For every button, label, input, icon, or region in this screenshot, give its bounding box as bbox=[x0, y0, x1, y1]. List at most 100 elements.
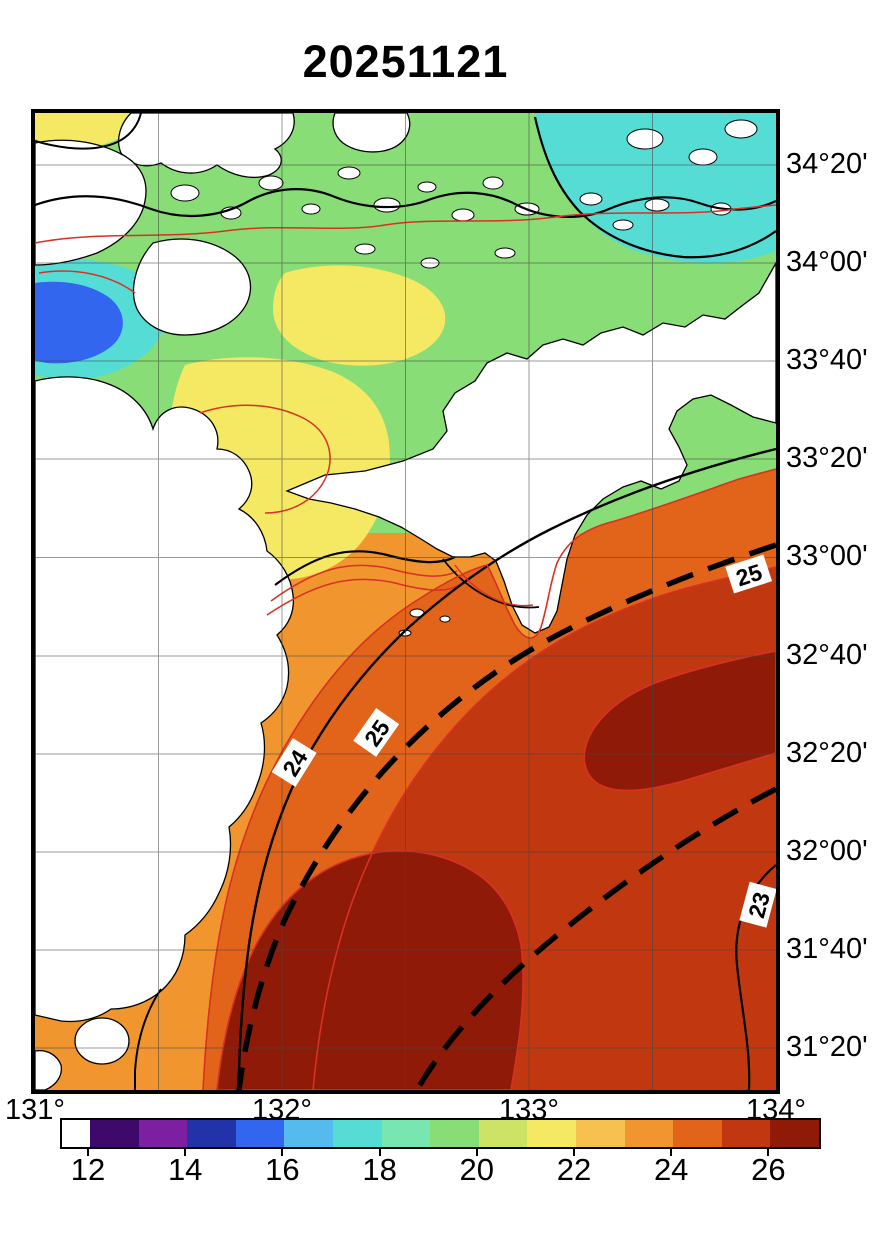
island bbox=[439, 615, 451, 623]
colorbar-segment bbox=[721, 1120, 771, 1147]
colorbar-tick-label: 22 bbox=[556, 1152, 592, 1187]
colorbar-tick bbox=[767, 1149, 770, 1156]
front-lines-layer bbox=[236, 542, 776, 1090]
warm-patch-top-left bbox=[35, 113, 139, 148]
contour-label-box bbox=[353, 708, 400, 757]
black-contour-top-left bbox=[35, 113, 142, 150]
red-boundary-24 bbox=[202, 468, 776, 1090]
red-contour-bungo bbox=[199, 404, 331, 514]
island bbox=[688, 148, 718, 166]
contour-label-box bbox=[271, 738, 317, 787]
red-contour-tosa-bay bbox=[454, 564, 534, 607]
red-boundary-25 bbox=[312, 566, 776, 1090]
black-contour-bottom-left bbox=[134, 988, 162, 1090]
colorbar-tick bbox=[670, 1149, 673, 1156]
colorbar-tick-label: 12 bbox=[70, 1152, 106, 1187]
colorbar-tick bbox=[87, 1149, 89, 1156]
contour-label-box bbox=[725, 554, 773, 594]
shikoku bbox=[285, 261, 776, 634]
warm-core-right bbox=[583, 650, 776, 792]
grid-layer bbox=[35, 113, 776, 1090]
map-frame: 25 24 25 23 bbox=[31, 109, 780, 1094]
red-contour-channel-mouth-1 bbox=[270, 564, 458, 602]
colorbar-segment bbox=[575, 1120, 625, 1147]
black-contour-upper-right bbox=[533, 116, 776, 259]
island bbox=[482, 176, 504, 190]
black-contour-channel-mouth bbox=[274, 550, 456, 586]
island-bottom-left bbox=[74, 1017, 130, 1065]
island bbox=[258, 175, 284, 191]
island bbox=[626, 128, 664, 150]
warm-patch-center bbox=[273, 265, 446, 366]
lat-tick-label: 32°40' bbox=[786, 638, 868, 671]
island bbox=[417, 181, 437, 193]
colorbar-segment bbox=[770, 1120, 819, 1147]
black-contour-tosa-bay bbox=[442, 558, 540, 609]
colorbar-tick bbox=[378, 1149, 381, 1156]
dashed-front-25 bbox=[236, 542, 776, 1090]
contour-label: 25 bbox=[725, 554, 773, 594]
red-contour-channel-mouth-2 bbox=[266, 578, 460, 616]
colorbar-tick bbox=[475, 1149, 478, 1156]
colorbar-segment bbox=[430, 1120, 479, 1147]
island bbox=[373, 197, 401, 213]
island bbox=[170, 184, 200, 202]
colorbar-segment bbox=[478, 1120, 528, 1147]
dashed-front-lower bbox=[414, 786, 776, 1090]
colorbar-segment bbox=[62, 1120, 90, 1147]
island bbox=[451, 208, 475, 222]
island bbox=[301, 203, 321, 215]
colorbar-segment bbox=[284, 1120, 333, 1147]
contour-label: 23 bbox=[739, 881, 776, 928]
island bbox=[612, 219, 634, 231]
colorbar-tick-label: 14 bbox=[167, 1152, 203, 1187]
lon-tick-label: 131° bbox=[5, 1094, 65, 1126]
lat-tick-label: 33°00' bbox=[786, 540, 868, 573]
red-contour-bay bbox=[38, 270, 136, 294]
colorbar-tick-label: 26 bbox=[751, 1152, 786, 1187]
colorbar-tick-label: 18 bbox=[362, 1152, 397, 1187]
sst-map: 25 24 25 23 bbox=[35, 113, 776, 1090]
land-layer bbox=[35, 113, 776, 1090]
beppu-bay-blue-core bbox=[35, 281, 123, 364]
island bbox=[579, 192, 603, 206]
honshu-coast-top-center bbox=[332, 113, 411, 153]
page-title: 20251121 bbox=[302, 36, 509, 87]
colorbar-segment bbox=[527, 1120, 576, 1147]
colorbar-tick-label: 20 bbox=[459, 1152, 495, 1187]
lat-tick-label: 32°20' bbox=[786, 736, 868, 769]
lat-tick-label: 31°40' bbox=[786, 932, 868, 965]
island bbox=[494, 247, 516, 259]
island bbox=[337, 166, 361, 180]
colorbar-segment bbox=[381, 1120, 431, 1147]
contour-labels: 25 24 25 23 bbox=[271, 554, 776, 928]
colorbar bbox=[60, 1118, 821, 1149]
colorbar-segment bbox=[332, 1120, 382, 1147]
colorbar-segment bbox=[235, 1120, 285, 1147]
colorbar-segment bbox=[187, 1120, 236, 1147]
lat-tick-label: 34°00' bbox=[786, 245, 868, 278]
colorbar-tick-label: 24 bbox=[653, 1152, 689, 1187]
colorbar-segment bbox=[673, 1120, 722, 1147]
island bbox=[644, 198, 670, 212]
lat-tick-label: 34°20' bbox=[786, 147, 868, 180]
colorbar-tick bbox=[573, 1149, 575, 1156]
lat-tick-label: 31°20' bbox=[786, 1030, 868, 1063]
islet-bottom-corner bbox=[35, 1049, 63, 1090]
colorbar-tick bbox=[184, 1149, 187, 1156]
island bbox=[354, 243, 376, 255]
island bbox=[724, 119, 758, 139]
red-contour-inland-sea bbox=[35, 204, 776, 244]
contour-label-box bbox=[739, 881, 776, 928]
lat-tick-label: 33°40' bbox=[786, 344, 868, 377]
colorbar-segment bbox=[624, 1120, 674, 1147]
black-contour-24 bbox=[236, 447, 776, 1090]
black-contour-inland-sea bbox=[35, 188, 776, 218]
colorbar-tick bbox=[281, 1149, 284, 1156]
colorbar-tick-label: 16 bbox=[265, 1152, 300, 1187]
colorbar-segment bbox=[90, 1120, 139, 1147]
kyushu bbox=[35, 376, 295, 1023]
land-upper-left bbox=[35, 139, 147, 266]
colorbar-segment bbox=[138, 1120, 188, 1147]
